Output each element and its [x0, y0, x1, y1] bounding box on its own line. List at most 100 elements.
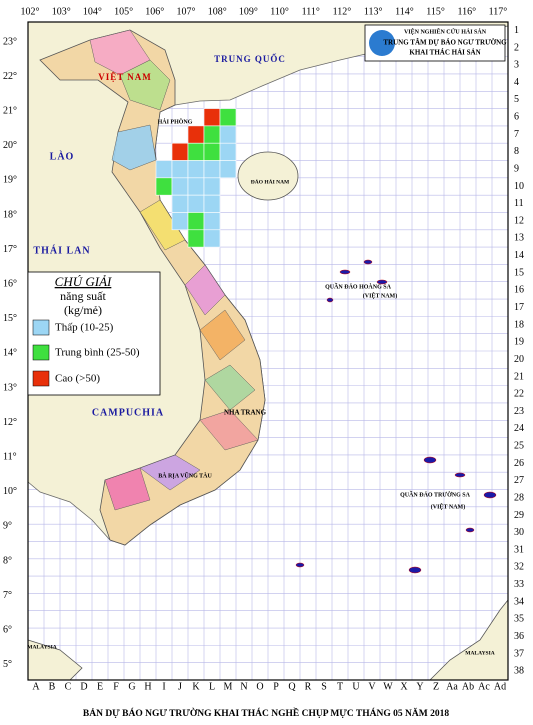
latitude-label: 12°: [3, 417, 17, 428]
latitude-label: 23°: [3, 36, 17, 47]
fishing-cell: [203, 229, 221, 248]
column-label: H: [144, 681, 151, 692]
row-label: 7: [514, 129, 519, 140]
island: [465, 527, 475, 533]
column-label: Ac: [478, 681, 490, 692]
fishing-cell: [187, 160, 205, 179]
province: [119, 59, 171, 111]
column-label: U: [352, 681, 360, 692]
row-label: 26: [514, 458, 524, 469]
island: [326, 297, 334, 303]
island: [483, 491, 497, 499]
island: [376, 279, 388, 285]
place-label: LÀO: [50, 150, 75, 162]
fishing-cell: [203, 142, 221, 161]
row-label: 31: [514, 544, 524, 555]
fishing-cell: [219, 142, 237, 161]
row-label: 32: [514, 562, 524, 573]
legend-title: CHÚ GIẢI: [55, 274, 112, 289]
row-label: 15: [514, 267, 524, 278]
province: [139, 199, 186, 251]
fishing-cell: [171, 142, 189, 161]
row-label: 9: [514, 163, 519, 174]
province: [199, 309, 246, 361]
longitude-label: 109°: [239, 6, 258, 17]
longitude-label: 104°: [83, 6, 102, 17]
latitude-label: 17°: [3, 244, 17, 255]
place-label: (VIỆT NAM): [431, 502, 465, 510]
provinces: [89, 29, 259, 511]
latitude-label: 21°: [3, 105, 17, 116]
row-label: 2: [514, 42, 519, 53]
province: [111, 124, 157, 171]
org-line: VIỆN NGHIÊN CỨU HẢI SẢN: [404, 27, 487, 35]
fishing-cell: [203, 125, 221, 144]
longitude-label: 113°: [364, 6, 383, 17]
longitude-label: 102°: [21, 6, 40, 17]
place-label: QUẦN ĐẢO TRƯỜNG SA: [400, 490, 471, 498]
logo: [369, 30, 395, 56]
fishing-cell: [171, 212, 189, 231]
latitude-label: 13°: [3, 382, 17, 393]
column-label: G: [128, 681, 135, 692]
column-label: K: [192, 681, 200, 692]
hainan: [237, 151, 299, 201]
island: [408, 566, 422, 574]
longitude-label: 105°: [114, 6, 133, 17]
province: [184, 264, 226, 316]
map-title: BẢN DỰ BÁO NGƯ TRƯỜNG KHAI THÁC NGHỀ CHỤ…: [83, 706, 449, 719]
latitude-label: 22°: [3, 71, 17, 82]
column-label: O: [256, 681, 263, 692]
row-label: 20: [514, 354, 524, 365]
column-label: Z: [433, 681, 439, 692]
row-label: 12: [514, 215, 524, 226]
fishing-cell: [187, 125, 205, 144]
column-label: R: [305, 681, 312, 692]
fishing-cell: [187, 212, 205, 231]
row-label: 4: [514, 77, 519, 88]
place-label: CAMPUCHIA: [92, 407, 164, 418]
latitude-label: 7°: [3, 590, 12, 601]
row-label: 1: [514, 25, 519, 36]
org-line: KHAI THÁC HẢI SẢN: [409, 49, 480, 57]
longitude-label: 112°: [333, 6, 352, 17]
island: [363, 259, 373, 265]
fishing-cell: [171, 177, 189, 196]
longitude-label: 106°: [145, 6, 164, 17]
row-label: 21: [514, 371, 524, 382]
legend-swatch: [32, 344, 50, 361]
fishing-cell: [203, 212, 221, 231]
row-label: 13: [514, 233, 524, 244]
row-label: 35: [514, 614, 524, 625]
latitude-label: 6°: [3, 624, 12, 635]
place-label: HẢI PHÒNG: [158, 117, 193, 125]
row-label: 27: [514, 475, 524, 486]
fishing-cell: [219, 160, 237, 179]
row-label: 24: [514, 423, 524, 434]
fishing-cell: [203, 194, 221, 213]
latitude-label: 9°: [3, 521, 12, 532]
legend-swatch: [32, 370, 50, 387]
latitude-label: 10°: [3, 486, 17, 497]
province: [104, 467, 151, 511]
legend-box: [27, 271, 161, 396]
column-label: Q: [288, 681, 296, 692]
longitude-label: 110°: [270, 6, 289, 17]
longitude-label: 103°: [52, 6, 71, 17]
fishing-cell: [203, 108, 221, 127]
fishing-cell: [187, 142, 205, 161]
row-label: 25: [514, 441, 524, 452]
column-label: B: [49, 681, 56, 692]
column-label: V: [368, 681, 376, 692]
fishing-cell: [187, 229, 205, 248]
row-label: 10: [514, 181, 524, 192]
column-label: J: [178, 681, 182, 692]
latitude-label: 18°: [3, 209, 17, 220]
row-label: 29: [514, 510, 524, 521]
row-label: 6: [514, 112, 519, 123]
row-label: 30: [514, 527, 524, 538]
column-label: F: [113, 681, 119, 692]
longitude-label: 115°: [426, 6, 445, 17]
province: [139, 454, 201, 491]
